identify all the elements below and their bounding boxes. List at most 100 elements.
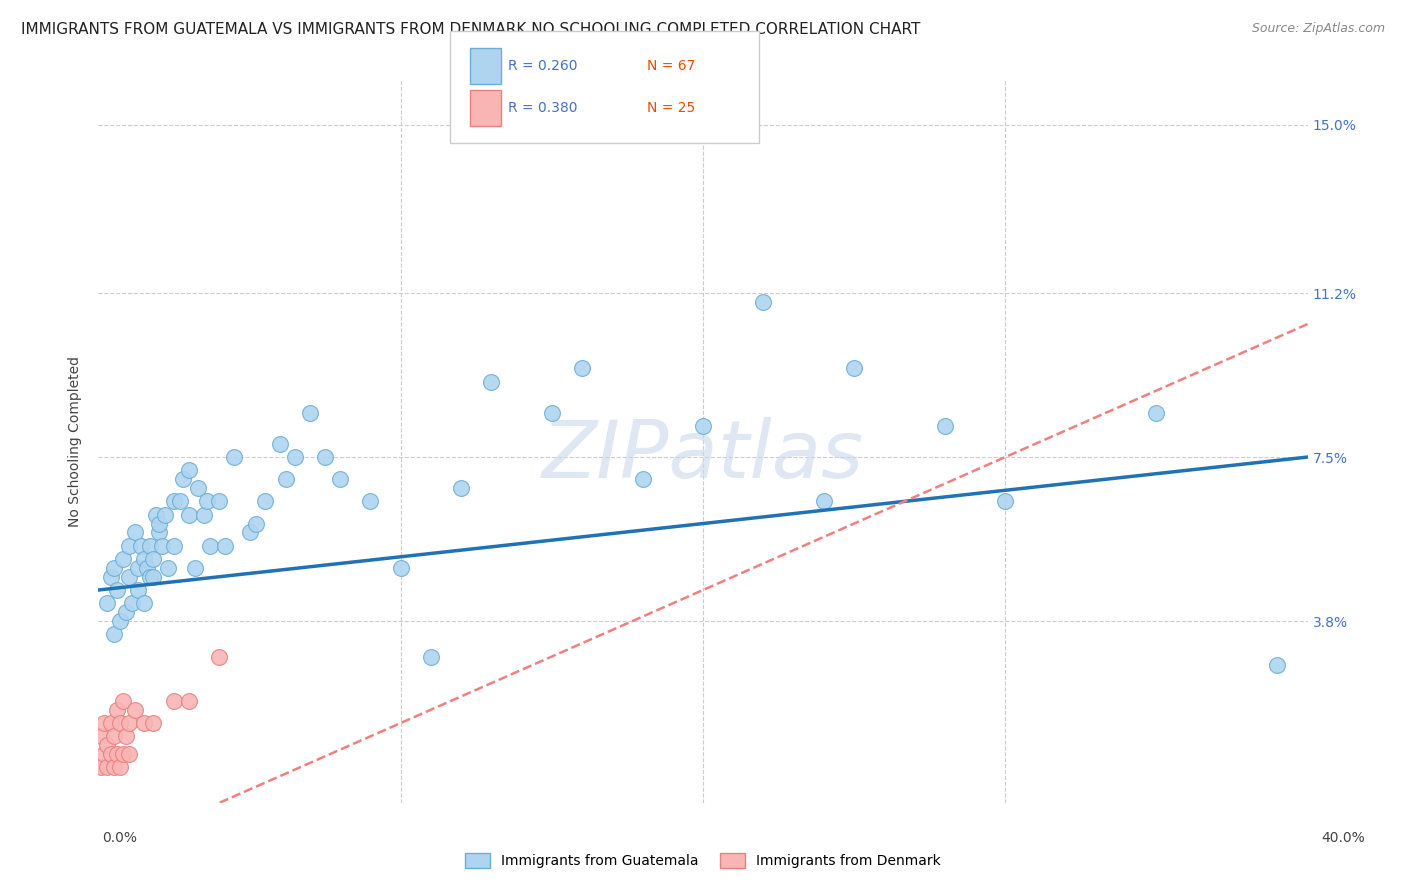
Point	[329, 472, 352, 486]
Point	[108, 614, 131, 628]
Point	[540, 406, 562, 420]
Point	[163, 539, 186, 553]
Point	[239, 525, 262, 540]
Text: N = 25: N = 25	[647, 101, 695, 115]
Point	[93, 747, 115, 761]
Point	[142, 716, 165, 731]
Text: 0.0%: 0.0%	[103, 831, 136, 846]
Point	[103, 627, 125, 641]
Point	[96, 738, 118, 752]
Point	[105, 747, 128, 761]
Point	[208, 649, 231, 664]
Point	[1267, 658, 1289, 673]
Point	[103, 729, 125, 743]
Point	[179, 508, 201, 522]
Point	[150, 539, 173, 553]
Point	[139, 570, 162, 584]
Point	[193, 508, 215, 522]
Point	[156, 561, 179, 575]
Point	[135, 561, 157, 575]
Point	[105, 703, 128, 717]
Point	[103, 561, 125, 575]
Text: R = 0.260: R = 0.260	[508, 59, 576, 73]
Point	[450, 481, 472, 495]
Text: Source: ZipAtlas.com: Source: ZipAtlas.com	[1251, 22, 1385, 36]
Point	[752, 294, 775, 309]
Point	[111, 552, 134, 566]
Point	[100, 570, 122, 584]
Point	[132, 716, 155, 731]
Y-axis label: No Schooling Completed: No Schooling Completed	[69, 356, 83, 527]
Text: 40.0%: 40.0%	[1320, 831, 1365, 846]
Point	[253, 494, 276, 508]
Point	[139, 539, 162, 553]
Text: R = 0.380: R = 0.380	[508, 101, 576, 115]
Point	[299, 406, 322, 420]
Point	[208, 494, 231, 508]
Point	[163, 494, 186, 508]
Point	[105, 582, 128, 597]
Point	[108, 760, 131, 774]
Point	[245, 516, 267, 531]
Point	[96, 596, 118, 610]
Point	[103, 760, 125, 774]
Point	[108, 716, 131, 731]
Point	[184, 561, 207, 575]
Point	[200, 539, 222, 553]
Point	[269, 436, 291, 450]
Point	[100, 716, 122, 731]
Point	[994, 494, 1017, 508]
Point	[844, 361, 866, 376]
Legend: Immigrants from Guatemala, Immigrants from Denmark: Immigrants from Guatemala, Immigrants fr…	[465, 853, 941, 868]
Point	[692, 419, 714, 434]
Point	[132, 596, 155, 610]
Point	[118, 747, 141, 761]
Point	[224, 450, 246, 464]
Point	[93, 716, 115, 731]
Point	[148, 516, 170, 531]
Point	[124, 525, 146, 540]
Point	[148, 525, 170, 540]
Point	[124, 703, 146, 717]
Point	[145, 508, 167, 522]
Point	[169, 494, 191, 508]
Point	[114, 605, 136, 619]
Point	[127, 582, 149, 597]
Point	[90, 760, 112, 774]
Point	[118, 539, 141, 553]
Point	[172, 472, 194, 486]
Point	[153, 508, 176, 522]
Point	[187, 481, 209, 495]
Point	[195, 494, 218, 508]
Point	[129, 539, 152, 553]
Point	[571, 361, 593, 376]
Point	[118, 570, 141, 584]
Point	[90, 729, 112, 743]
Point	[142, 570, 165, 584]
Point	[111, 747, 134, 761]
Point	[389, 561, 412, 575]
Text: IMMIGRANTS FROM GUATEMALA VS IMMIGRANTS FROM DENMARK NO SCHOOLING COMPLETED CORR: IMMIGRANTS FROM GUATEMALA VS IMMIGRANTS …	[21, 22, 921, 37]
Point	[284, 450, 307, 464]
Point	[179, 694, 201, 708]
Point	[813, 494, 835, 508]
Point	[934, 419, 956, 434]
Point	[1146, 406, 1168, 420]
Point	[132, 552, 155, 566]
Point	[118, 716, 141, 731]
Point	[100, 747, 122, 761]
Point	[127, 561, 149, 575]
Point	[314, 450, 336, 464]
Point	[121, 596, 143, 610]
Point	[114, 729, 136, 743]
Point	[360, 494, 382, 508]
Point	[481, 375, 503, 389]
Point	[111, 694, 134, 708]
Text: ZIPatlas: ZIPatlas	[541, 417, 865, 495]
Point	[214, 539, 236, 553]
Point	[420, 649, 443, 664]
Point	[163, 694, 186, 708]
Point	[96, 760, 118, 774]
Point	[179, 463, 201, 477]
Point	[142, 552, 165, 566]
